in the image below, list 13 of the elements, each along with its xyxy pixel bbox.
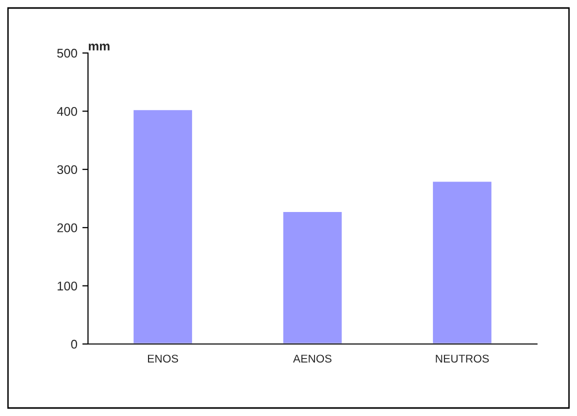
y-tick-label: 100 [58, 282, 78, 290]
bar [282, 210, 344, 344]
x-tick-label: NEUTROS [436, 354, 489, 363]
y-axis-title: mm [88, 44, 110, 50]
y-tick-label: 500 [57, 48, 78, 58]
y-tick-label: 400 [57, 107, 78, 116]
y-tick-label: 0 [71, 340, 78, 349]
y-tick-label: 300 [57, 165, 78, 174]
x-tick-label: AENOS [293, 354, 332, 363]
bar [132, 108, 194, 344]
bar [432, 180, 493, 344]
y-tick-label: 200 [57, 223, 78, 232]
x-tick-label: ENOS [148, 354, 178, 363]
